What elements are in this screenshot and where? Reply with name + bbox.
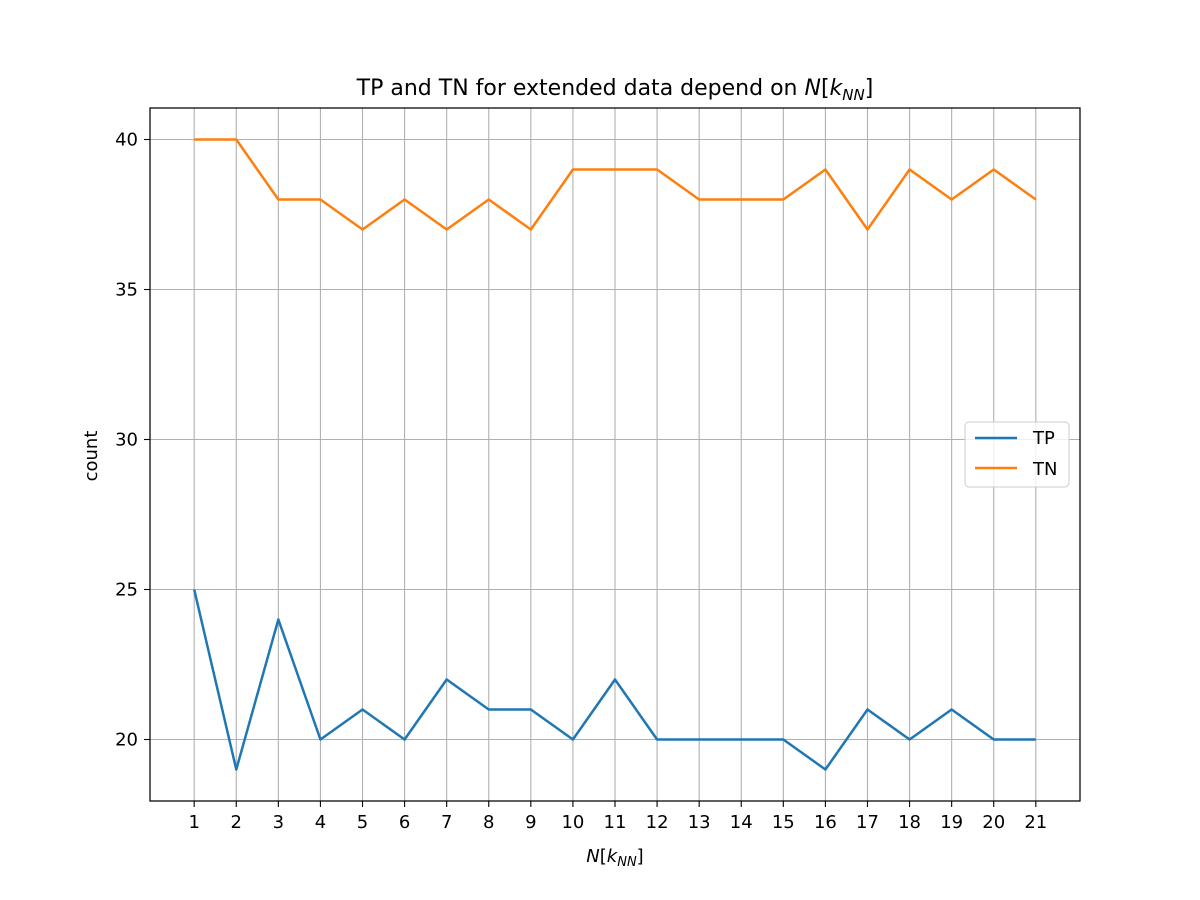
x-axis-label-subscript-base: k (607, 846, 619, 867)
chart-title-subscript-base: k (830, 76, 844, 101)
legend-label-tn: TN (1032, 459, 1057, 480)
x-tick-label: 5 (357, 812, 368, 833)
x-tick-label: 10 (561, 812, 584, 833)
grid (150, 108, 1080, 801)
y-tick-label: 25 (115, 580, 138, 601)
series-line-tp (192, 589, 1036, 771)
x-tick-label: 1 (188, 812, 199, 833)
chart-title-prefix: TP and TN for extended data depend on (356, 76, 805, 101)
x-tick-label: 20 (982, 812, 1005, 833)
x-tick-label: 14 (730, 812, 753, 833)
x-axis-ticks: 1 2 3 4 5 6 7 8 9 10 11 12 13 14 15 16 17 18 19 20 21 (188, 801, 1047, 833)
x-tick-label: 13 (688, 812, 711, 833)
x-tick-label: 4 (315, 812, 326, 833)
x-tick-label: 3 (273, 812, 284, 833)
x-tick-label: 21 (1024, 812, 1047, 833)
legend-label-tp: TP (1032, 428, 1055, 449)
y-axis-ticks: 20 25 30 35 40 (115, 130, 150, 751)
x-tick-label: 18 (898, 812, 921, 833)
x-tick-label: 8 (483, 812, 494, 833)
series-line-tn (194, 138, 1037, 231)
chart-title-variable: N (804, 76, 820, 101)
x-tick-label: 9 (525, 812, 536, 833)
x-tick-label: 2 (231, 812, 242, 833)
y-tick-label: 35 (115, 280, 138, 301)
x-tick-label: 19 (940, 812, 963, 833)
x-tick-label: 6 (399, 812, 410, 833)
x-axis-label-open-bracket: [ (600, 846, 607, 867)
x-tick-label: 17 (856, 812, 879, 833)
x-axis-label-subscript: NN (617, 855, 637, 870)
chart-title: TP and TN for extended data depend on N[… (356, 76, 874, 104)
x-tick-label: 7 (441, 812, 452, 833)
x-axis-label: N[kNN] (586, 846, 643, 870)
y-tick-label: 30 (115, 430, 138, 451)
chart-title-open-bracket: [ (821, 76, 830, 101)
x-tick-label: 12 (646, 812, 669, 833)
legend: TP TN (964, 421, 1070, 488)
series-lines (192, 138, 1037, 771)
x-tick-label: 15 (772, 812, 795, 833)
y-tick-label: 20 (115, 730, 138, 751)
x-axis-label-variable: N (586, 846, 599, 867)
x-axis-label-close-bracket: ] (637, 846, 644, 867)
chart-title-close-bracket: ] (865, 76, 874, 101)
y-tick-label: 40 (115, 130, 138, 151)
x-tick-label: 11 (604, 812, 627, 833)
y-axis-label: count (81, 431, 102, 482)
chart-title-subscript: NN (842, 86, 864, 104)
x-tick-label: 16 (814, 812, 837, 833)
